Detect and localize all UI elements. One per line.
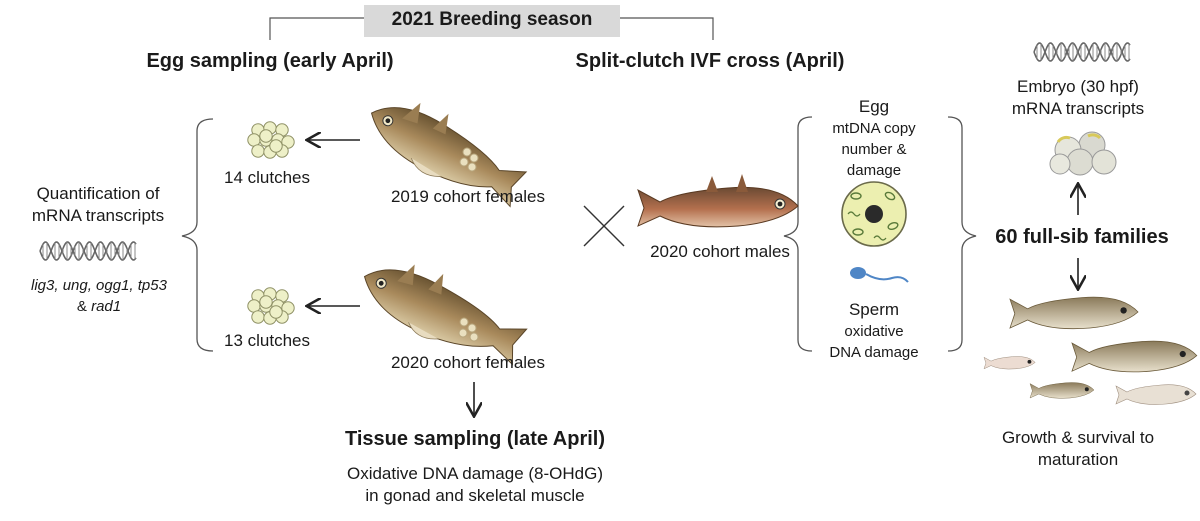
egg-measure-right-bracket xyxy=(947,116,977,352)
gene-rad1: rad1 xyxy=(91,298,122,315)
juvenile-fish-group xyxy=(983,296,1198,405)
quantification-line2: mRNA transcripts xyxy=(31,206,165,225)
clutch-2020-label: 13 clutches xyxy=(224,331,310,350)
egg-measure-title: Egg xyxy=(858,97,890,116)
season-title: 2021 Breeding season xyxy=(391,9,593,30)
females-2020-label: 2020 cohort females xyxy=(390,353,546,372)
tissue-line1: Oxidative DNA damage (8-OHdG) xyxy=(346,464,604,483)
clutch-2019-label: 14 clutches xyxy=(224,168,310,187)
gene-and: & xyxy=(76,298,92,315)
embryo-cluster-icon xyxy=(1049,131,1117,176)
egg-measure-line2: number & xyxy=(841,141,907,158)
spawned-eggs xyxy=(458,317,479,342)
sperm-measure-line1: oxidative xyxy=(844,323,904,340)
season-banner xyxy=(364,5,620,37)
dna-helix-icon xyxy=(1033,42,1131,62)
fish-2020-female xyxy=(363,264,528,366)
egg-measure-left-bracket xyxy=(783,116,813,352)
fish-2020-male xyxy=(637,174,799,228)
dna-helix-icon xyxy=(39,241,137,261)
cross-icon xyxy=(583,205,625,247)
egg-cell-icon xyxy=(841,181,907,247)
tissue-line2: in gonad and skeletal muscle xyxy=(365,486,585,505)
embryo-line2: mRNA transcripts xyxy=(1011,99,1145,118)
gene-list-last: & rad1 xyxy=(4,296,194,317)
families-label: 60 full-sib families xyxy=(995,226,1169,248)
egg-cluster-icon xyxy=(247,287,295,325)
sperm-measure-line2: DNA damage xyxy=(829,344,919,361)
fish-2019-female xyxy=(370,102,528,208)
quantification-line1: Quantification of xyxy=(36,184,160,203)
egg-sampling-title: Egg sampling (early April) xyxy=(146,50,394,72)
growth-line1: Growth & survival to xyxy=(1001,428,1155,447)
left-bracket xyxy=(181,118,214,352)
egg-measure-line3: damage xyxy=(846,162,902,179)
spawned-eggs xyxy=(459,147,479,172)
ivf-title: Split-clutch IVF cross (April) xyxy=(575,50,845,72)
growth-line2: maturation xyxy=(1037,450,1119,469)
gene-list: lig3, ung, ogg1, tp53 xyxy=(31,277,167,294)
males-label: 2020 cohort males xyxy=(650,242,790,261)
embryo-line1: Embryo (30 hpf) xyxy=(1017,77,1139,96)
egg-cluster-icon xyxy=(247,121,295,159)
egg-measure-line1: mtDNA copy xyxy=(832,120,916,137)
females-2019-label: 2019 cohort females xyxy=(390,187,546,206)
tissue-title: Tissue sampling (late April) xyxy=(344,428,606,450)
sperm-measure-title: Sperm xyxy=(848,300,900,319)
sperm-icon xyxy=(850,267,909,283)
